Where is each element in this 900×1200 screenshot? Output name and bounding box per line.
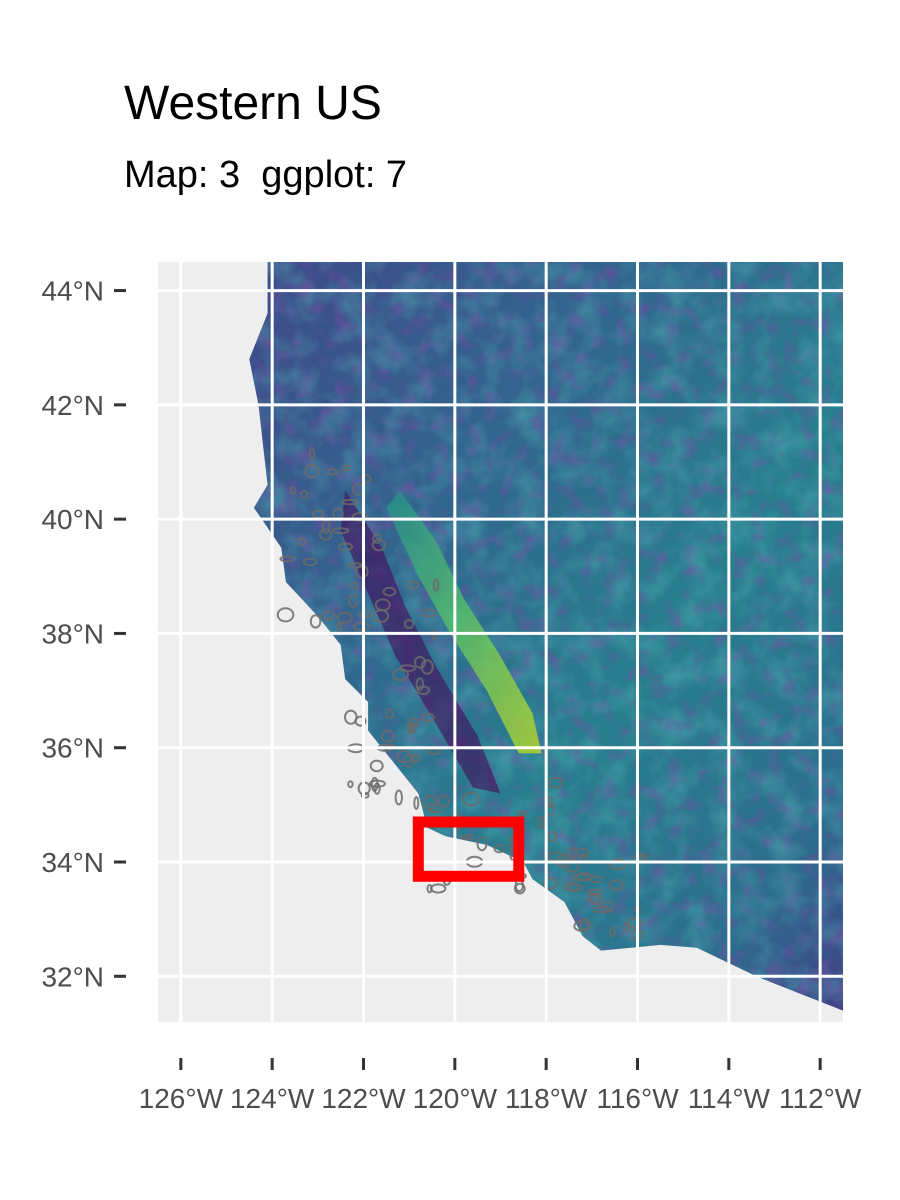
map-title: Western US [124, 77, 382, 130]
contour-line [380, 729, 395, 743]
contour-line [574, 847, 589, 858]
contour-line [279, 555, 296, 563]
y-tick-label: 36°N [41, 733, 104, 764]
map-subtitle: Map: 3 ggplot: 7 [124, 154, 408, 196]
contour-line [309, 614, 322, 629]
contour-line [542, 876, 558, 890]
contour-line [420, 659, 434, 675]
contour-line [352, 622, 370, 632]
y-tick-label: 34°N [41, 847, 104, 878]
contour-line [369, 759, 384, 773]
contour-line [373, 782, 381, 795]
contour-line [368, 779, 386, 788]
contour-line [384, 708, 395, 720]
x-tick-label: 124°W [230, 1083, 315, 1114]
contour-lines [276, 447, 648, 942]
contour-line [413, 796, 420, 810]
contour-line [586, 891, 600, 903]
contour-line [422, 794, 438, 811]
contour-line [409, 754, 421, 763]
contour-line [304, 464, 320, 479]
contour-line [336, 611, 353, 624]
contour-line [589, 875, 603, 884]
contour-line [586, 888, 603, 897]
contour-line [476, 836, 488, 852]
contour-line [371, 538, 386, 552]
contour-line [460, 834, 474, 841]
contour-line [392, 667, 410, 682]
contour-line [516, 810, 528, 818]
contour-line [347, 780, 354, 789]
contour-line [563, 858, 580, 873]
contour-line [415, 677, 425, 691]
contour-line [289, 486, 297, 496]
contour-line [350, 581, 359, 590]
contour-line [372, 533, 382, 544]
contour-line [547, 776, 564, 789]
contour-line [382, 586, 397, 597]
x-tick-label: 116°W [596, 1083, 679, 1114]
highlight-box [412, 816, 525, 882]
contour-line [326, 468, 338, 476]
y-tick-label: 38°N [41, 618, 104, 649]
contour-line [547, 830, 557, 843]
contour-line [420, 712, 435, 722]
contour-line [300, 490, 309, 500]
contour-line [573, 920, 590, 932]
contour-line [302, 557, 318, 567]
x-tick-label: 118°W [505, 1083, 588, 1114]
contour-line [640, 852, 648, 861]
contour-line [332, 527, 350, 535]
contour-line [413, 656, 427, 669]
contour-line [403, 619, 415, 629]
y-tick-label: 42°N [41, 390, 104, 421]
contour-line [335, 622, 343, 632]
contour-line [430, 883, 447, 894]
contour-line [341, 464, 352, 472]
contour-line [432, 578, 440, 592]
contour-line [394, 789, 403, 806]
contour-line [348, 593, 359, 609]
contour-line [462, 791, 480, 807]
contour-line [351, 512, 368, 522]
x-tick-label: 120°W [413, 1083, 498, 1114]
contour-line [592, 906, 611, 914]
contour-line [354, 715, 367, 727]
contour-line [608, 879, 625, 892]
contour-line [407, 580, 420, 590]
y-tick-label: 32°N [41, 961, 104, 992]
contour-line [431, 630, 438, 641]
contour-line [416, 685, 431, 696]
contour-line [319, 528, 333, 541]
contour-line [514, 882, 526, 895]
contour-line [609, 926, 616, 938]
x-axis: 126°W 124°W 122°W 120°W 118°W 116°W 114°W 112°W [139, 1058, 862, 1114]
y-tick-label: 40°N [41, 504, 104, 535]
contour-line [537, 815, 545, 829]
contour-line [623, 921, 631, 933]
contour-line [360, 792, 370, 799]
y-axis: 32°N 34°N 36°N 38°N 40°N 42°N 44°N [41, 276, 126, 992]
contour-line [408, 716, 420, 729]
grid-lines [158, 262, 843, 1022]
y-tick-label: 44°N [41, 276, 104, 307]
contour-line [308, 447, 316, 461]
contour-line [338, 542, 353, 552]
contour-line [421, 608, 437, 618]
contour-line [322, 609, 336, 621]
contour-line [374, 598, 391, 612]
contour-line [360, 473, 372, 484]
x-tick-label: 126°W [139, 1083, 224, 1114]
contour-line [297, 536, 307, 547]
contour-line [341, 498, 359, 506]
contour-line [437, 794, 451, 808]
contour-line [563, 881, 579, 892]
contour-line [493, 844, 506, 854]
x-tick-label: 122°W [321, 1083, 406, 1114]
x-tick-label: 114°W [688, 1083, 771, 1114]
contour-line [609, 858, 627, 871]
x-tick-label: 112°W [779, 1083, 862, 1114]
contour-line [276, 607, 295, 623]
